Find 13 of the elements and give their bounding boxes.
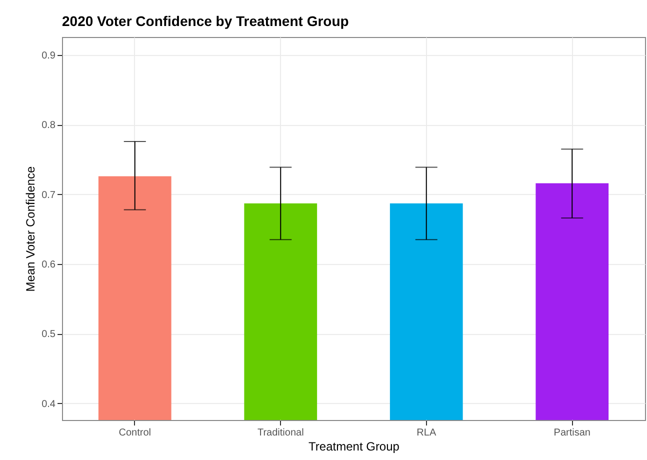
x-tick-label: RLA: [416, 428, 436, 438]
x-tick-label: Control: [118, 428, 151, 438]
y-tick-label: 0.7: [42, 190, 56, 201]
y-tick-label: 0.5: [42, 329, 56, 340]
y-tick-label: 0.8: [42, 120, 56, 132]
chart-title: 2020 Voter Confidence by Treatment Group: [62, 13, 349, 29]
y-axis-title: Mean Voter Confidence: [24, 166, 38, 292]
x-axis-title: Treatment Group: [308, 440, 400, 454]
x-tick-label: Traditional: [257, 428, 304, 438]
y-tick-label: 0.6: [42, 260, 56, 271]
y-tick-label: 0.4: [42, 398, 56, 410]
x-tick-label: Partisan: [554, 428, 590, 438]
y-tick-label: 0.9: [42, 50, 56, 62]
